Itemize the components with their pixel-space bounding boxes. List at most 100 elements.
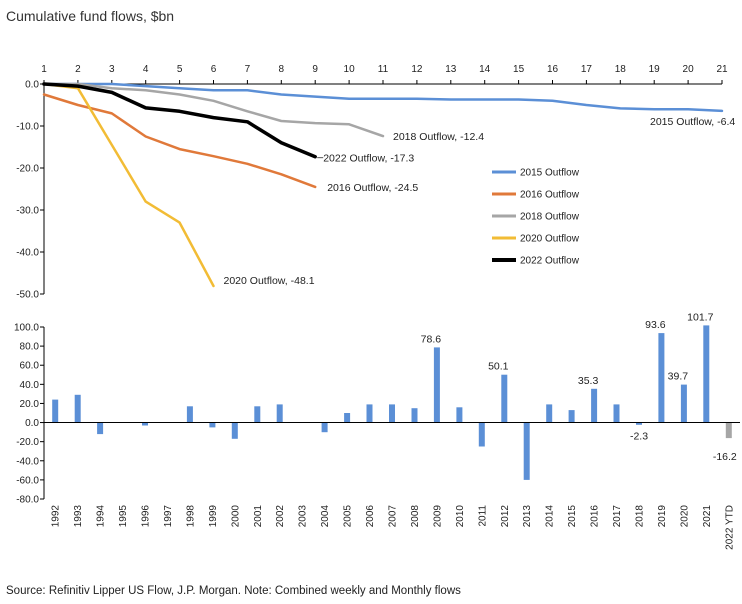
bar — [478, 422, 485, 447]
bar — [433, 347, 440, 423]
bar-chart: 100.0 80.0 60.0 40.0 20.0 0.0 -20.0 -40.0 -60.0 -… — [14, 311, 740, 550]
bar — [254, 406, 261, 423]
bar — [231, 422, 238, 439]
x-tick-label: 13 — [445, 64, 457, 75]
bar-data-label: -2.3 — [630, 431, 648, 443]
x-tick-label: 20 — [683, 64, 695, 75]
bar-data-label: -16.2 — [713, 451, 737, 463]
x-tick-label: 1992 — [51, 505, 62, 528]
x-tick-label: 15 — [513, 64, 525, 75]
bar — [344, 413, 351, 423]
x-tick-label: 2018 — [635, 505, 646, 528]
y-tick-label: -20.0 — [16, 164, 39, 175]
x-tick-label: 2020 — [679, 505, 690, 528]
x-tick-label: 14 — [479, 64, 491, 75]
x-tick-label: 2009 — [432, 505, 443, 528]
x-tick-label: 7 — [245, 64, 251, 75]
bar — [74, 394, 81, 423]
y-tick-label: -60.0 — [16, 475, 39, 486]
x-tick-label: 17 — [581, 64, 593, 75]
bar-data-label: 35.3 — [578, 375, 599, 387]
bar — [321, 422, 328, 433]
bar — [389, 404, 395, 423]
x-tick-label: 2 — [75, 64, 81, 75]
x-tick-label: 2011 — [477, 505, 488, 527]
x-tick-label: 2002 — [275, 505, 286, 528]
y-tick-label: 0.0 — [25, 80, 39, 91]
series-line — [42, 82, 385, 138]
bar — [703, 325, 710, 423]
bar — [523, 422, 530, 480]
x-tick-label: 2021 — [702, 505, 713, 528]
x-tick-label: 8 — [279, 64, 285, 75]
y-tick-label: 0.0 — [25, 418, 39, 429]
x-tick-label: 2015 — [567, 505, 578, 528]
y-tick-label: -20.0 — [16, 437, 39, 448]
bar-data-label: 101.7 — [687, 311, 713, 323]
chart-title: Cumulative fund flows, $bn — [6, 8, 175, 24]
legend-label: 2022 Outflow — [520, 256, 580, 267]
legend-label: 2015 Outflow — [520, 168, 580, 179]
bar — [501, 374, 508, 423]
bar-data-label: 78.6 — [421, 333, 442, 345]
series-line — [42, 82, 317, 159]
bar-data-label: 50.1 — [488, 361, 509, 373]
series-line — [42, 93, 317, 189]
series-end-label: 2016 Outflow, -24.5 — [327, 182, 418, 194]
line-chart: 0.0-10.0-20.0-30.0-40.0-50.01 2 3 4 5 6 7 8 9 10 1… — [16, 64, 735, 301]
y-tick-label: 20.0 — [20, 399, 40, 410]
x-tick-label: 1 — [41, 64, 47, 75]
x-tick-label: 1996 — [141, 505, 152, 528]
x-tick-label: 1993 — [73, 505, 84, 528]
x-tick-label: 2006 — [365, 505, 376, 528]
series-end-label: 2020 Outflow, -48.1 — [224, 275, 315, 287]
bar — [209, 422, 216, 428]
x-tick-label: 5 — [177, 64, 183, 75]
bar — [613, 404, 620, 423]
x-tick-label: 16 — [547, 64, 559, 75]
x-tick-label: 2010 — [455, 505, 466, 528]
y-tick-label: -40.0 — [16, 456, 39, 467]
x-tick-label: 1998 — [185, 505, 196, 528]
bar-data-label: 93.6 — [645, 319, 666, 331]
y-tick-label: -30.0 — [16, 206, 39, 217]
x-tick-label: 3 — [109, 64, 115, 75]
x-tick-label: 21 — [716, 64, 728, 75]
x-tick-label: 2016 — [590, 505, 601, 528]
x-tick-label: 12 — [411, 64, 423, 75]
source-note: Source: Refinitiv Lipper US Flow, J.P. M… — [6, 585, 461, 597]
bar — [546, 404, 553, 423]
series-line — [42, 82, 724, 113]
legend-label: 2016 Outflow — [520, 190, 580, 201]
bar — [52, 399, 59, 423]
x-tick-label: 2000 — [230, 505, 241, 528]
x-tick-label: 2013 — [522, 505, 533, 528]
x-tick-label: 10 — [344, 64, 356, 75]
bar — [658, 333, 665, 423]
y-tick-label: 80.0 — [20, 342, 40, 353]
x-tick-label: 18 — [615, 64, 627, 75]
x-tick-label: 2014 — [545, 505, 556, 528]
y-tick-label: 100.0 — [14, 323, 39, 334]
bar-data-label: 39.7 — [668, 371, 689, 383]
x-tick-label: 1995 — [118, 505, 129, 528]
y-tick-label: 40.0 — [20, 380, 40, 391]
x-tick-label: 2019 — [657, 505, 668, 528]
x-tick-label: 1999 — [208, 505, 219, 528]
x-tick-label: 2012 — [500, 505, 511, 528]
x-tick-label: 19 — [649, 64, 661, 75]
x-tick-label: 2005 — [343, 505, 354, 528]
bar — [142, 422, 148, 426]
series-end-label: 2018 Outflow, -12.4 — [393, 131, 484, 143]
x-tick-label: 2003 — [298, 505, 309, 528]
x-tick-label: 1994 — [96, 505, 107, 528]
y-tick-label: -50.0 — [16, 290, 39, 301]
x-tick-label: 11 — [378, 64, 389, 75]
y-tick-label: -10.0 — [16, 122, 39, 133]
bar — [568, 410, 575, 423]
x-tick-label: 6 — [211, 64, 217, 75]
bar — [97, 422, 104, 435]
bar — [186, 406, 193, 423]
y-tick-label: 60.0 — [20, 361, 40, 372]
